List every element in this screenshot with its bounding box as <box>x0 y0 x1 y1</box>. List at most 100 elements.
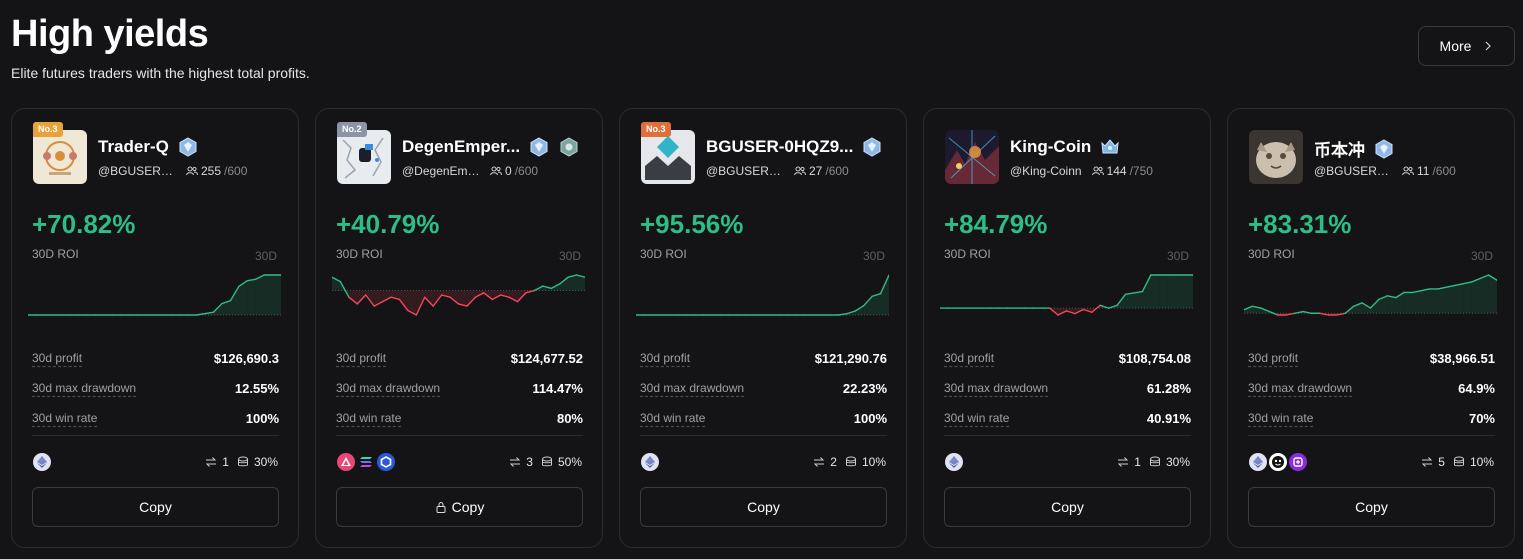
avatar[interactable] <box>945 130 999 184</box>
period-label: 30D <box>862 249 885 263</box>
sparkline-area <box>1125 292 1134 309</box>
sparkline-area <box>1412 290 1422 314</box>
coins-stack-icon <box>237 456 248 467</box>
follower-count: 144/750 <box>1091 164 1153 178</box>
sparkline-segment <box>474 292 485 298</box>
sparkline-segment <box>491 294 502 301</box>
sparkline-area <box>1488 275 1497 314</box>
avatar[interactable] <box>641 130 695 184</box>
sparkline-segment <box>1091 304 1101 313</box>
stats-list: 30d profit $121,290.76 30d max drawdown 22… <box>640 343 887 433</box>
follower-count: 255/600 <box>186 164 247 178</box>
sparkline-segment <box>1361 302 1372 309</box>
stat-drawdown: 30d max drawdown 22.23% <box>640 380 887 396</box>
sparkline-area <box>872 293 881 315</box>
sparkline-area <box>1471 278 1481 314</box>
trader-handle: @King-Coinn <box>1010 164 1082 178</box>
sparkline-segment <box>1445 284 1456 288</box>
sparkline-area <box>855 305 864 315</box>
stat-drawdown: 30d max drawdown 64.9% <box>1248 380 1495 396</box>
rank-badge: No.3 <box>641 122 671 137</box>
sparkline-segment <box>879 274 889 295</box>
more-button[interactable]: More <box>1418 26 1515 66</box>
sparkline-segment <box>1099 304 1110 309</box>
sparkline-segment <box>356 294 367 305</box>
trader-card[interactable]: No.2 DegenEmper... @DegenEmp... 0/600 +4… <box>315 108 603 548</box>
section-subtitle: Elite futures traders with the highest t… <box>11 65 310 81</box>
roi-value: +40.79% <box>336 209 440 239</box>
sparkline-segment <box>373 300 384 307</box>
sparkline-segment <box>483 292 493 301</box>
sparkline-area <box>1446 285 1455 314</box>
copy-button[interactable]: Copy <box>32 487 279 527</box>
crown-badge-icon <box>1101 139 1119 154</box>
trader-name[interactable]: King-Coin <box>1010 137 1092 156</box>
sparkline-area <box>1454 283 1464 314</box>
sparkline-segment <box>1487 274 1497 281</box>
roi-value: +95.56% <box>640 209 744 239</box>
sparkline-segment <box>1124 292 1135 296</box>
divider <box>32 435 279 436</box>
sparkline-area <box>1133 291 1143 309</box>
stats-list: 30d profit $126,690.3 30d max drawdown 12.… <box>32 343 279 433</box>
sparkline-segment <box>457 303 468 307</box>
sparkline-segment <box>1141 274 1152 293</box>
period-label: 30D <box>1166 249 1189 263</box>
swap-icon <box>814 457 825 467</box>
trader-name[interactable]: 币本冲 <box>1314 141 1365 160</box>
copy-button[interactable]: Copy <box>944 487 1191 527</box>
avatar[interactable] <box>1249 130 1303 184</box>
sparkline-area <box>1294 311 1304 314</box>
sparkline-segment <box>533 285 544 292</box>
trader-card[interactable]: No.3 BGUSER-0HQZ9... @BGUSER-0... 27/600… <box>619 108 907 548</box>
trader-name[interactable]: Trader-Q <box>98 137 169 156</box>
sparkline-segment <box>1395 291 1405 299</box>
sparkline-area <box>576 275 585 291</box>
avatar[interactable] <box>33 130 87 184</box>
trader-card[interactable]: 币本冲 @BGUSER-X... 11/600 +83.31% 30D ROI … <box>1227 108 1515 548</box>
trader-name[interactable]: BGUSER-0HQZ9... <box>706 137 854 156</box>
avatar[interactable] <box>337 130 391 184</box>
copy-button[interactable]: Copy <box>640 487 887 527</box>
sparkline-segment <box>499 294 510 298</box>
sparkline-segment <box>365 294 375 307</box>
sparkline-segment <box>846 310 856 315</box>
profit-share: 10% <box>845 455 886 469</box>
stat-win-rate: 30d win rate 70% <box>1248 410 1495 426</box>
sparkline-segment <box>1244 305 1254 311</box>
trader-name[interactable]: DegenEmper... <box>402 137 521 156</box>
trader-card[interactable]: No.3 Trader-Q @BGUSER-N... 255/600 +70.8… <box>11 108 299 548</box>
sparkline-area <box>880 275 889 315</box>
coin-list <box>337 453 395 471</box>
trader-card[interactable]: King-Coin @King-Coinn 144/750 +84.79% 30… <box>923 108 1211 548</box>
sparkline-segment <box>1336 312 1346 316</box>
section-header: High yields Elite futures traders with t… <box>11 12 310 81</box>
stats-list: 30d profit $38,966.51 30d max drawdown 64.… <box>1248 343 1495 433</box>
sparkline-area <box>568 275 577 291</box>
sparkline-area <box>399 290 408 311</box>
sparkline-segment <box>229 285 240 302</box>
sparkline-segment <box>1116 293 1127 307</box>
sparkline-area <box>509 290 518 302</box>
coin-list <box>1249 453 1307 471</box>
coins-stack-icon <box>541 456 552 467</box>
trade-count: 1 <box>205 455 229 469</box>
card-meta: 3 50% <box>509 455 582 469</box>
sparkline-area <box>1184 275 1193 309</box>
divider <box>1248 435 1495 436</box>
swap-icon <box>510 457 521 467</box>
copy-button[interactable]: Copy <box>336 487 583 527</box>
sparkline-area <box>863 296 873 315</box>
sparkline-segment <box>1411 289 1422 294</box>
sparkline-segment <box>1268 310 1279 316</box>
period-label: 30D <box>254 249 277 263</box>
copy-button[interactable]: Copy <box>1248 487 1495 527</box>
sparkline-area <box>1142 275 1151 309</box>
diamond-badge-icon <box>179 137 197 157</box>
sparkline-area <box>416 290 425 315</box>
sparkline-area <box>1244 306 1253 314</box>
sparkline-area <box>1480 275 1489 314</box>
sparkline-area <box>1269 311 1278 315</box>
roi-label: 30D ROI <box>32 247 79 261</box>
sparkline-segment <box>1386 295 1397 299</box>
